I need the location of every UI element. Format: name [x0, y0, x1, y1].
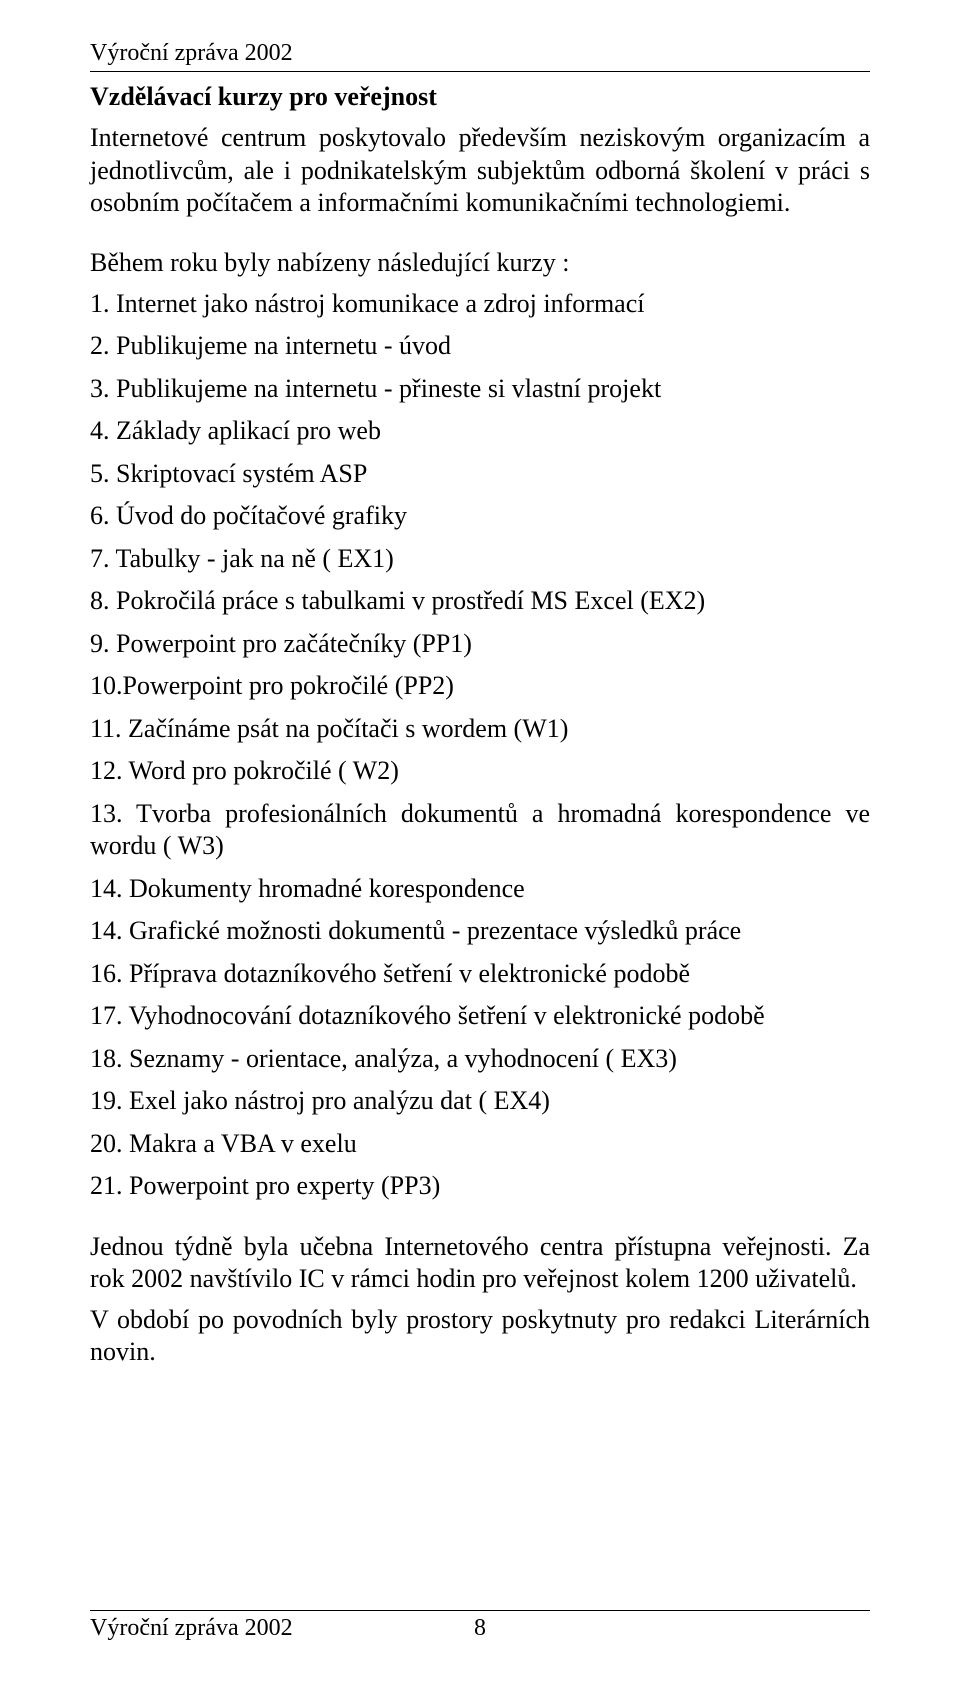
list-heading: Během roku byly nabízeny následující kur… [90, 248, 870, 278]
page: Výroční zpráva 2002 Vzdělávací kurzy pro… [0, 0, 960, 1682]
header-rule [90, 71, 870, 72]
list-item: 2. Publikujeme na internetu - úvod [90, 330, 870, 363]
list-item: 13. Tvorba profesionálních dokumentů a h… [90, 798, 870, 863]
page-number: 8 [474, 1615, 486, 1642]
list-item: 16. Příprava dotazníkového šetření v ele… [90, 958, 870, 991]
list-item: 5. Skriptovací systém ASP [90, 458, 870, 491]
list-item: 14. Dokumenty hromadné korespondence [90, 873, 870, 906]
list-item: 9. Powerpoint pro začátečníky (PP1) [90, 628, 870, 661]
list-item: 11. Začínáme psát na počítači s wordem (… [90, 713, 870, 746]
list-item: 19. Exel jako nástroj pro analýzu dat ( … [90, 1085, 870, 1118]
list-item: 17. Vyhodnocování dotazníkového šetření … [90, 1000, 870, 1033]
list-item: 3. Publikujeme na internetu - přineste s… [90, 373, 870, 406]
list-item: 21. Powerpoint pro experty (PP3) [90, 1170, 870, 1203]
closing-paragraph-1: Jednou týdně byla učebna Internetového c… [90, 1231, 870, 1296]
course-list: 1. Internet jako nástroj komunikace a zd… [90, 288, 870, 1203]
section-title: Vzdělávací kurzy pro veřejnost [90, 82, 870, 112]
list-item: 4. Základy aplikací pro web [90, 415, 870, 448]
footer-rule [90, 1610, 870, 1611]
list-item: 14. Grafické možnosti dokumentů - prezen… [90, 915, 870, 948]
list-item: 12. Word pro pokročilé ( W2) [90, 755, 870, 788]
list-item: 10.Powerpoint pro pokročilé (PP2) [90, 670, 870, 703]
intro-paragraph: Internetové centrum poskytovalo předevší… [90, 122, 870, 220]
list-item: 6. Úvod do počítačové grafiky [90, 500, 870, 533]
list-item: 18. Seznamy - orientace, analýza, a vyho… [90, 1043, 870, 1076]
list-item: 7. Tabulky - jak na ně ( EX1) [90, 543, 870, 576]
footer-title: Výroční zpráva 2002 [90, 1615, 293, 1642]
list-item: 1. Internet jako nástroj komunikace a zd… [90, 288, 870, 321]
list-item: 20. Makra a VBA v exelu [90, 1128, 870, 1161]
footer: Výroční zpráva 2002 8 [90, 1610, 870, 1642]
running-header: Výroční zpráva 2002 [90, 40, 870, 67]
list-item: 8. Pokročilá práce s tabulkami v prostře… [90, 585, 870, 618]
closing-paragraph-2: V období po povodních byly prostory posk… [90, 1304, 870, 1369]
